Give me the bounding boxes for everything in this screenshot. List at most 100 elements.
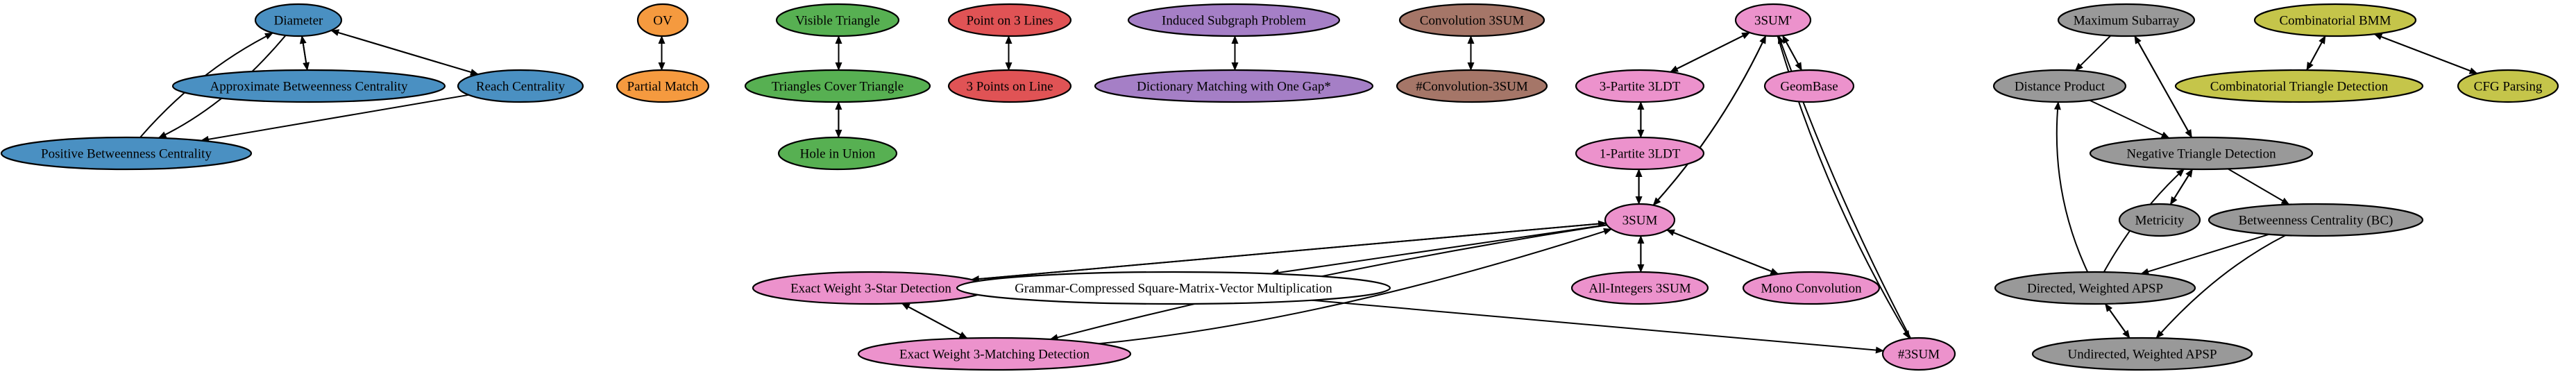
node-threesum-p: 3SUM' bbox=[1734, 3, 1812, 37]
node-label: OV bbox=[653, 14, 672, 28]
edge-grammar-to-num3sum bbox=[1312, 299, 1884, 354]
node-induced-sub: Induced Subgraph Problem bbox=[1127, 3, 1341, 37]
node-ov: OV bbox=[636, 3, 689, 37]
node-label: Diameter bbox=[274, 14, 323, 28]
node-label: Directed, Weighted APSP bbox=[2027, 282, 2163, 296]
edge-reach-to-diameter bbox=[330, 29, 479, 76]
node-label: Exact Weight 3-Star Detection bbox=[790, 282, 951, 296]
node-pts3line: 3 Points on Line bbox=[947, 69, 1072, 103]
node-ellipse bbox=[2457, 69, 2559, 103]
node-pos-bc: Positive Betweenness Centrality bbox=[0, 136, 253, 171]
node-ellipse bbox=[1575, 136, 1705, 171]
node-ellipse bbox=[2253, 3, 2417, 37]
node-undir-apsp: Undirected, Weighted APSP bbox=[2031, 337, 2253, 371]
node-ellipse bbox=[1742, 271, 1881, 305]
node-partite3: 3-Partite 3LDT bbox=[1575, 69, 1705, 103]
node-ellipse bbox=[2031, 337, 2253, 371]
node-ellipse bbox=[1396, 69, 1548, 103]
node-label: 1-Partite 3LDT bbox=[1600, 147, 1681, 162]
node-bc: Betweenness Centrality (BC) bbox=[2208, 203, 2424, 237]
node-ellipse bbox=[1570, 271, 1709, 305]
node-ellipse bbox=[857, 337, 1132, 371]
node-threesum: 3SUM bbox=[1604, 203, 1676, 237]
node-label: Convolution 3SUM bbox=[1420, 14, 1525, 28]
edge-bc-to-undir_apsp bbox=[2155, 235, 2286, 339]
node-label: Exact Weight 3-Matching Detection bbox=[899, 348, 1090, 362]
node-dist-prod: Distance Product bbox=[1992, 69, 2127, 103]
node-ellipse bbox=[457, 69, 584, 103]
node-label: 3SUM' bbox=[1754, 14, 1792, 28]
edge-exact_match-to-threesum bbox=[1099, 228, 1612, 345]
node-mono-conv: Mono Convolution bbox=[1742, 271, 1881, 305]
edge-bc-to-dir_apsp bbox=[2140, 233, 2270, 275]
node-label: Reach Centrality bbox=[476, 80, 566, 94]
node-num-conv3sum: #Convolution-3SUM bbox=[1396, 69, 1548, 103]
node-pt3lines: Point on 3 Lines bbox=[947, 3, 1072, 37]
node-reach: Reach Centrality bbox=[457, 69, 584, 103]
node-geombase: GeomBase bbox=[1763, 69, 1855, 103]
node-neg-tri: Negative Triangle Detection bbox=[2089, 136, 2314, 171]
node-conv3sum: Convolution 3SUM bbox=[1398, 3, 1545, 37]
node-label: Dictionary Matching with One Gap* bbox=[1137, 80, 1331, 94]
edge-cfg-to-comb_bmm bbox=[2373, 33, 2477, 74]
node-comb-tri: Combinatorial Triangle Detection bbox=[2174, 69, 2424, 103]
edge-threesum_p-to-threesum bbox=[1652, 35, 1767, 206]
node-ellipse bbox=[1881, 337, 1956, 371]
node-ellipse bbox=[1575, 69, 1705, 103]
edge-metricity-to-neg_tri bbox=[2169, 169, 2194, 205]
node-ellipse bbox=[744, 69, 931, 103]
nodes-layer: Diameter Approximate Betweenness Centrali… bbox=[0, 3, 2559, 371]
edge-geombase-to-threesum_p bbox=[1781, 35, 1803, 71]
node-ellipse bbox=[1992, 69, 2127, 103]
node-label: Betweenness Centrality (BC) bbox=[2239, 214, 2393, 228]
node-ellipse bbox=[947, 69, 1072, 103]
node-ellipse bbox=[171, 69, 446, 103]
node-label: Point on 3 Lines bbox=[966, 14, 1053, 28]
edges-layer bbox=[139, 29, 2478, 354]
edge-reach-to-pos_bc bbox=[200, 94, 469, 143]
node-max-subarray: Maximum Subarray bbox=[2057, 3, 2196, 37]
edge-partite3-to-threesum_p bbox=[1670, 32, 1751, 73]
node-label: Undirected, Weighted APSP bbox=[2067, 348, 2217, 362]
node-label: Combinatorial BMM bbox=[2280, 14, 2391, 28]
node-ellipse bbox=[0, 136, 253, 171]
node-label: Hole in Union bbox=[800, 147, 876, 162]
node-ellipse bbox=[1734, 3, 1812, 37]
edge-max_subarray-to-dist_prod bbox=[2074, 35, 2112, 71]
node-label: GeomBase bbox=[1780, 80, 1838, 94]
node-ellipse bbox=[1127, 3, 1341, 37]
node-label: #Convolution-3SUM bbox=[1416, 80, 1528, 94]
node-label: Distance Product bbox=[2015, 80, 2105, 94]
node-label: #3SUM bbox=[1898, 348, 1940, 362]
node-label: Grammar-Compressed Square-Matrix-Vector … bbox=[1015, 282, 1332, 296]
edge-threesum-to-threesum_p bbox=[1652, 35, 1767, 206]
node-label: 3 Points on Line bbox=[966, 80, 1053, 94]
node-grammar: Grammar-Compressed Square-Matrix-Vector … bbox=[956, 271, 1391, 305]
node-dict-match: Dictionary Matching with One Gap* bbox=[1094, 69, 1374, 103]
node-ellipse bbox=[1604, 203, 1676, 237]
edge-dir_apsp-to-dist_prod bbox=[2053, 101, 2089, 273]
node-ellipse bbox=[1994, 271, 2196, 305]
edge-dist_prod-to-neg_tri bbox=[2089, 99, 2170, 139]
node-hole-union: Hole in Union bbox=[777, 136, 898, 171]
node-label: Metricity bbox=[2135, 214, 2185, 228]
node-label: Combinatorial Triangle Detection bbox=[2210, 80, 2389, 94]
node-ellipse bbox=[956, 271, 1391, 305]
node-label: Maximum Subarray bbox=[2074, 14, 2180, 28]
node-label: All-Integers 3SUM bbox=[1588, 282, 1690, 296]
node-label: 3-Partite 3LDT bbox=[1600, 80, 1681, 94]
node-label: Negative Triangle Detection bbox=[2126, 147, 2276, 162]
node-ellipse bbox=[2174, 69, 2424, 103]
edge-approx_bc-to-diameter bbox=[299, 35, 308, 71]
node-all-int: All-Integers 3SUM bbox=[1570, 271, 1709, 305]
node-ellipse bbox=[947, 3, 1072, 37]
node-ellipse bbox=[1398, 3, 1545, 37]
node-ellipse bbox=[775, 3, 900, 37]
node-label: Approximate Betweenness Centrality bbox=[210, 80, 408, 94]
node-exact-match: Exact Weight 3-Matching Detection bbox=[857, 337, 1132, 371]
node-ellipse bbox=[777, 136, 898, 171]
node-label: Triangles Cover Triangle bbox=[772, 80, 904, 94]
node-label: Positive Betweenness Centrality bbox=[41, 147, 212, 162]
node-label: Induced Subgraph Problem bbox=[1162, 14, 1306, 28]
node-ellipse bbox=[2118, 203, 2201, 237]
